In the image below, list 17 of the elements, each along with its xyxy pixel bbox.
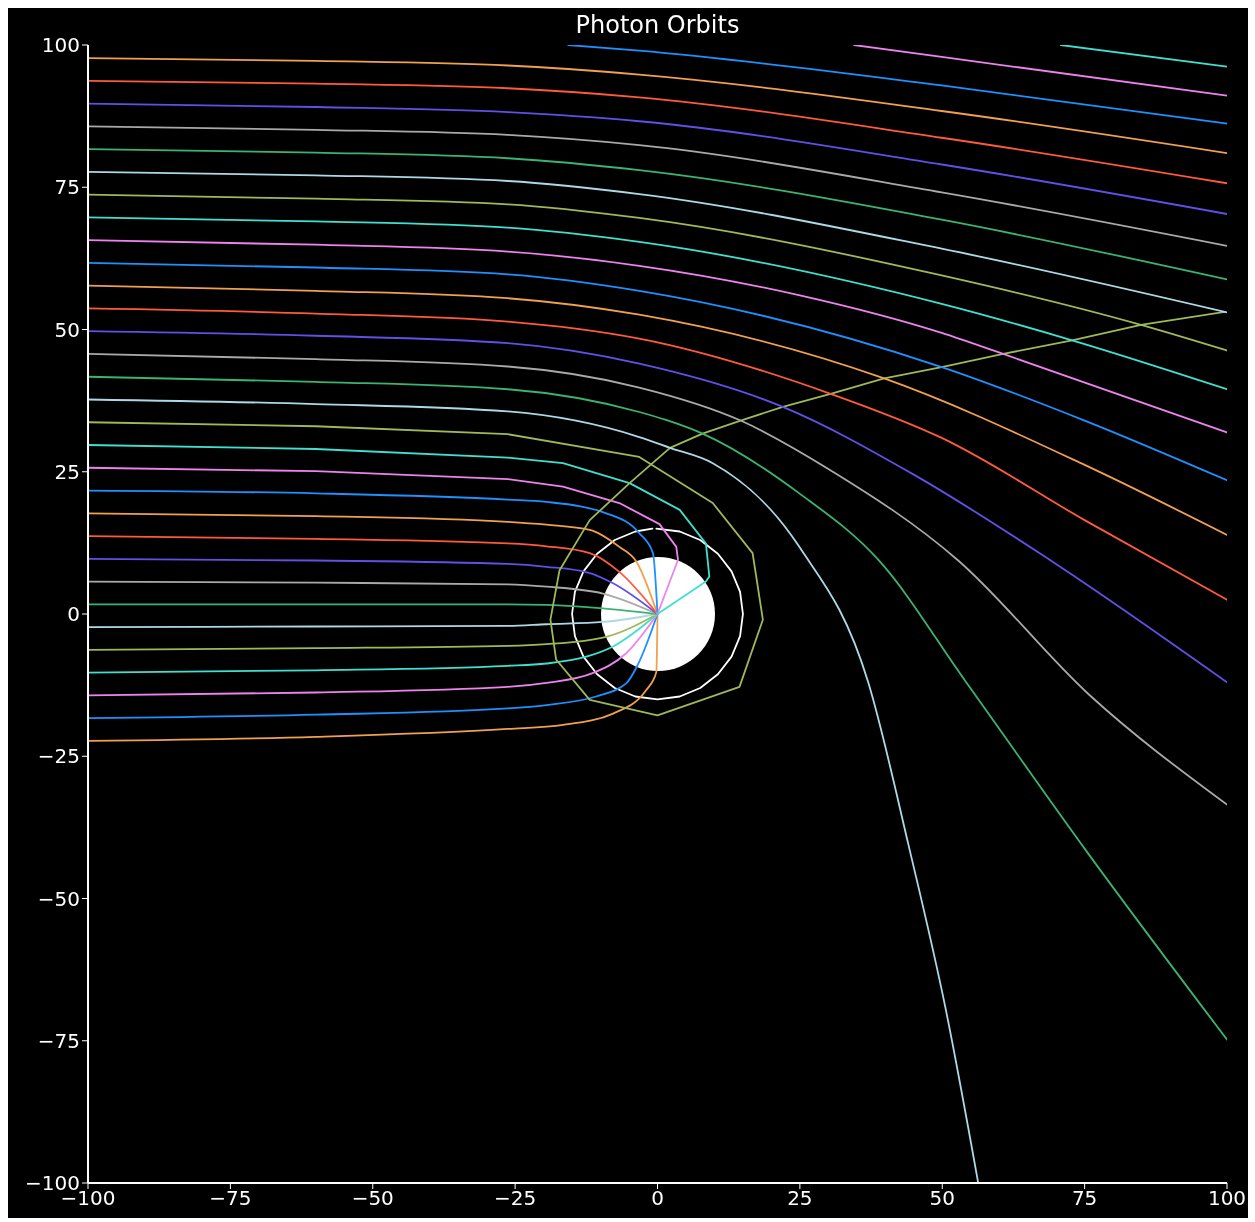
y-tick-label: −25 bbox=[37, 744, 80, 769]
x-tick-label: 50 bbox=[929, 1186, 955, 1211]
x-tick-label: −75 bbox=[209, 1186, 252, 1211]
y-tick-label: −50 bbox=[37, 886, 80, 911]
y-tick-label: 25 bbox=[54, 459, 80, 484]
y-tick-label: 0 bbox=[67, 602, 80, 627]
y-tick-label: 100 bbox=[41, 33, 80, 58]
x-tick-label: 75 bbox=[1071, 1186, 1098, 1211]
x-tick-label: 25 bbox=[787, 1186, 813, 1211]
chart-title: Photon Orbits bbox=[574, 11, 741, 39]
x-tick-label: −25 bbox=[494, 1186, 537, 1211]
x-tick-label: −50 bbox=[351, 1186, 394, 1211]
x-tick-label: 0 bbox=[651, 1186, 664, 1211]
y-tick-label: −75 bbox=[37, 1028, 80, 1053]
y-tick-label: 75 bbox=[54, 175, 80, 200]
x-tick-label: 100 bbox=[1207, 1186, 1247, 1211]
y-tick-label: 50 bbox=[54, 317, 80, 342]
